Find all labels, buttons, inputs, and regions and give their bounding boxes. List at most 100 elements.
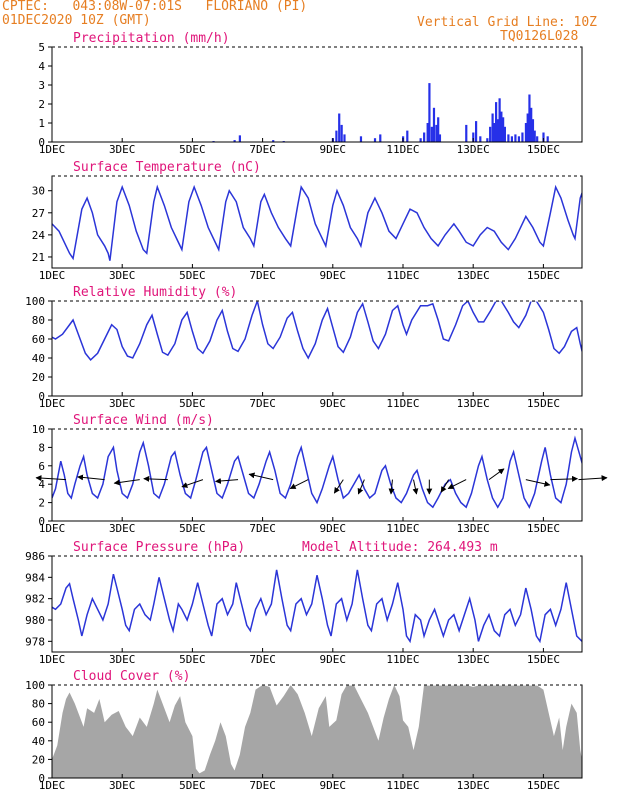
x-tick-label: 3DEC <box>109 269 136 282</box>
x-tick-label: 5DEC <box>179 143 206 156</box>
precip-bar <box>238 135 241 142</box>
panel-2: 0 20 40 60 80 100 1DEC 3DEC 5DEC 7DEC 9DEC 11DEC 13D… <box>25 285 583 410</box>
x-tick-label: 7DEC <box>249 522 276 535</box>
precip-bar <box>495 102 498 142</box>
run-date-label: 01DEC2020 10Z (GMT) <box>2 13 151 28</box>
wind-arrow <box>488 468 505 481</box>
precip-bar <box>430 126 433 142</box>
x-tick-label: 15DEC <box>527 269 560 282</box>
wind-arrow <box>333 479 344 494</box>
wind-arrow <box>181 479 204 488</box>
y-tick-label: 4 <box>38 60 45 73</box>
y-tick-label: 60 <box>32 333 45 346</box>
precip-bar <box>465 124 468 142</box>
y-tick-label: 40 <box>32 352 45 365</box>
panel-frame <box>51 300 583 397</box>
x-tick-label: 13DEC <box>457 143 490 156</box>
precip-bar <box>496 119 499 142</box>
series-line <box>52 435 582 509</box>
x-tick-label: 3DEC <box>109 522 136 535</box>
x-tick-label: 15DEC <box>527 779 560 792</box>
x-tick-label: 13DEC <box>457 779 490 792</box>
y-tick-label: 5 <box>38 41 45 54</box>
precip-bar <box>521 132 524 142</box>
x-tick-label: 11DEC <box>386 653 419 666</box>
precip-bar <box>359 136 363 142</box>
x-tick-label: 13DEC <box>457 653 490 666</box>
cloud-cover-area <box>52 685 582 778</box>
precip-bar <box>491 113 494 142</box>
x-tick-label: 15DEC <box>527 397 560 410</box>
precip-bar <box>500 111 503 142</box>
x-tick-label: 9DEC <box>320 397 347 410</box>
x-tick-label: 9DEC <box>320 143 347 156</box>
wind-arrow <box>525 479 551 487</box>
precip-bar <box>507 134 510 142</box>
series-line <box>52 184 582 261</box>
y-tick-label: 80 <box>32 698 45 711</box>
wind-arrow <box>143 475 168 482</box>
panel-title: Surface Wind (m/s) <box>73 413 214 428</box>
precip-bar <box>524 123 528 142</box>
y-tick-label: 20 <box>32 753 45 766</box>
panel-title: Surface Pressure (hPa) <box>73 540 245 555</box>
y-tick-label: 980 <box>25 614 45 627</box>
x-tick-label: 7DEC <box>249 653 276 666</box>
x-tick-label: 9DEC <box>320 779 347 792</box>
precip-bar <box>542 132 545 142</box>
y-tick-label: 100 <box>25 295 45 308</box>
panel-1: 21 24 27 30 1DEC 3DEC 5DEC 7DEC 9DEC 11DEC 13DEC 15… <box>32 160 583 282</box>
precip-bar <box>475 121 478 142</box>
precip-bar <box>533 130 536 142</box>
y-tick-label: 20 <box>32 371 45 384</box>
precip-bar <box>435 124 438 142</box>
y-tick-label: 24 <box>32 229 46 242</box>
x-tick-label: 9DEC <box>320 269 347 282</box>
precip-bar <box>531 119 535 142</box>
x-tick-label: 7DEC <box>249 779 276 792</box>
precip-bar <box>373 138 377 142</box>
x-tick-label: 1DEC <box>39 779 66 792</box>
precip-bar <box>437 117 440 142</box>
y-tick-label: 27 <box>32 207 45 220</box>
panel-frame <box>51 555 583 653</box>
wind-arrow <box>35 475 67 482</box>
panel-5: 0 20 40 60 80 100 1DEC 3DEC 5DEC 7DEC 9DEC 11DEC 13D… <box>25 669 583 792</box>
x-tick-label: 7DEC <box>249 397 276 410</box>
wind-arrow <box>77 474 105 481</box>
y-tick-label: 30 <box>32 185 45 198</box>
x-tick-label: 15DEC <box>527 522 560 535</box>
y-tick-label: 0 <box>38 136 45 149</box>
precip-bar <box>498 98 501 142</box>
y-tick-label: 0 <box>38 390 45 403</box>
x-tick-label: 13DEC <box>457 522 490 535</box>
precip-bar <box>528 94 531 142</box>
precip-bar <box>428 83 431 142</box>
wind-arrow <box>440 479 450 493</box>
x-tick-label: 3DEC <box>109 779 136 792</box>
wind-arrow <box>113 479 140 486</box>
y-tick-label: 982 <box>25 593 45 606</box>
x-tick-label: 7DEC <box>249 269 276 282</box>
precip-bar <box>530 107 533 142</box>
series-line <box>52 301 582 362</box>
series-line <box>52 569 582 644</box>
x-tick-label: 13DEC <box>457 269 490 282</box>
x-tick-label: 5DEC <box>179 269 206 282</box>
x-tick-label: 11DEC <box>386 397 419 410</box>
precip-bar <box>426 123 429 142</box>
x-tick-label: 5DEC <box>179 397 206 410</box>
x-tick-label: 1DEC <box>39 143 66 156</box>
y-tick-label: 6 <box>38 460 45 473</box>
x-tick-label: 11DEC <box>386 143 419 156</box>
station-header-line1: CPTEC: 043:08W-07:01S FLORIANO (PI) <box>2 0 308 14</box>
y-tick-label: 984 <box>25 571 45 584</box>
x-tick-label: 5DEC <box>179 653 206 666</box>
y-tick-label: 3 <box>38 79 45 92</box>
x-tick-label: 1DEC <box>39 397 66 410</box>
precip-bar <box>419 138 422 142</box>
model-altitude-label: Model Altitude: 264.493 m <box>302 540 498 555</box>
y-tick-label: 1 <box>38 117 45 130</box>
y-tick-label: 40 <box>32 735 45 748</box>
